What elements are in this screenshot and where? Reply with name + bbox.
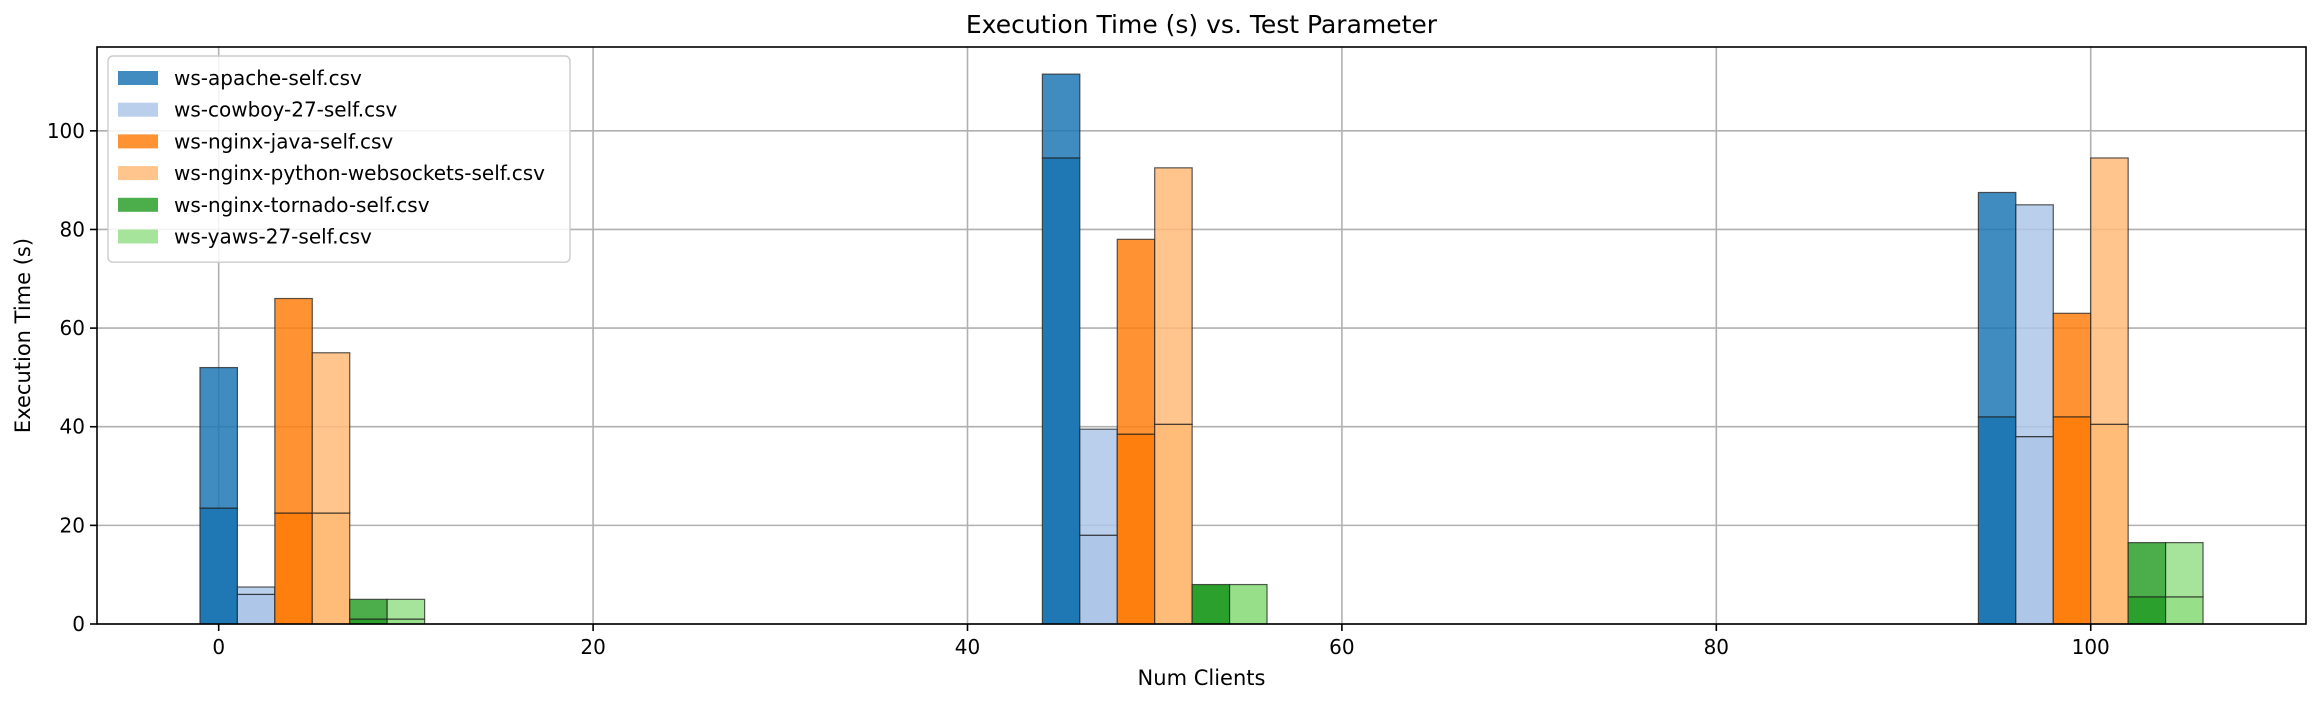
legend-label: ws-apache-self.csv <box>174 66 362 90</box>
y-tick-label: 0 <box>72 612 85 636</box>
bar <box>199 507 239 625</box>
legend-swatch <box>118 197 158 212</box>
bar <box>2052 312 2092 418</box>
y-tick-label: 40 <box>60 415 85 439</box>
bar <box>2090 157 2129 425</box>
y-tick-label: 100 <box>47 119 85 143</box>
bar <box>1977 191 2017 418</box>
x-tick-label: 40 <box>955 635 980 659</box>
bar <box>1154 423 1193 625</box>
legend-label: ws-yaws-27-self.csv <box>174 225 372 249</box>
bar <box>1116 238 1156 435</box>
bar <box>1116 433 1156 625</box>
legend-label: ws-cowboy-27-self.csv <box>174 98 398 122</box>
legend-label: ws-nginx-tornado-self.csv <box>174 193 430 217</box>
bar <box>2164 596 2204 625</box>
ticks: 0 20 40 60 80 100 0 20 40 60 80 100 <box>47 119 2110 659</box>
bars <box>199 73 2204 625</box>
bar <box>1041 157 1081 625</box>
legend-swatch <box>118 229 158 244</box>
bar <box>199 366 239 509</box>
legend-swatch <box>118 134 158 149</box>
bar <box>2090 423 2129 625</box>
bar <box>1228 583 1268 625</box>
x-tick-label: 100 <box>2072 635 2110 659</box>
bar <box>1191 583 1231 625</box>
bar <box>2015 435 2054 625</box>
bar <box>311 512 351 625</box>
bar <box>1154 167 1193 425</box>
bar <box>236 593 276 625</box>
legend-swatch <box>118 166 158 181</box>
bar <box>349 598 388 620</box>
chart-title: Execution Time (s) vs. Test Parameter <box>966 10 1438 39</box>
legend-swatch <box>118 71 158 85</box>
x-tick-label: 0 <box>212 635 225 659</box>
legend-swatch <box>118 102 158 117</box>
bar <box>2164 542 2204 598</box>
bar <box>236 586 276 596</box>
legend: ws-apache-self.csv ws-cowboy-27-self.csv w… <box>107 55 571 263</box>
x-tick-label: 20 <box>580 635 605 659</box>
bar <box>386 598 426 620</box>
legend-label: ws-nginx-python-websockets-self.csv <box>174 161 545 185</box>
bar <box>311 352 351 514</box>
x-tick-label: 60 <box>1329 635 1354 659</box>
bar <box>274 512 313 625</box>
x-axis-label: Num Clients <box>1138 666 1266 690</box>
y-tick-label: 20 <box>60 513 85 537</box>
bar <box>1079 428 1118 536</box>
legend-label: ws-nginx-java-self.csv <box>174 129 393 153</box>
bar <box>274 297 313 514</box>
legend-box <box>107 55 571 263</box>
bar <box>1041 73 1081 159</box>
bar <box>1977 416 2017 625</box>
x-tick-label: 80 <box>1704 635 1729 659</box>
y-axis-label: Execution Time (s) <box>11 238 35 433</box>
bar <box>2015 204 2054 438</box>
bar <box>2127 596 2167 625</box>
y-tick-label: 60 <box>60 316 85 340</box>
axes-frame <box>96 46 2307 625</box>
bar <box>2127 542 2167 598</box>
bar <box>2052 416 2092 625</box>
y-tick-label: 80 <box>60 217 85 241</box>
bar <box>1079 534 1118 625</box>
